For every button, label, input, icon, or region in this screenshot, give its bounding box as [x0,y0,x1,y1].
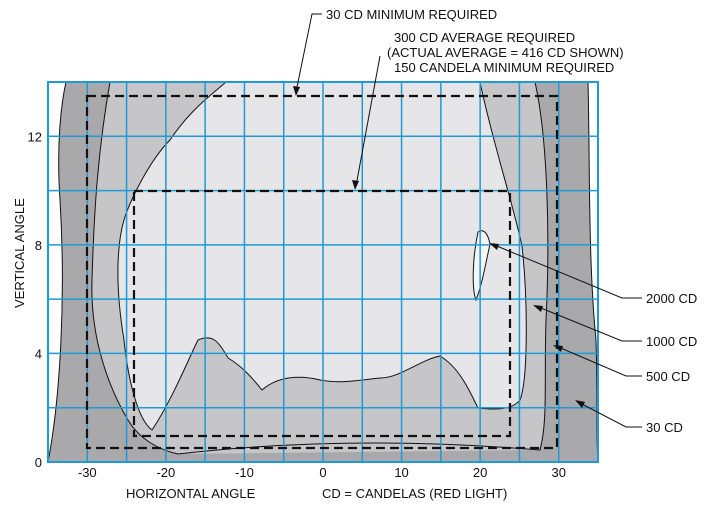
label-30cd: 30 CD [646,420,683,435]
contour-lines [47,81,599,463]
label-2000cd: 2000 CD [646,291,697,306]
x-tick-label: -20 [156,465,175,480]
callout-leader-30min [295,13,322,93]
top-callouts [295,13,381,187]
y-tick-labels: 0 4 8 12 [28,129,42,470]
arrowhead-30cd [575,400,585,408]
callout-30cd-minimum: 30 CD MINIMUM REQUIRED [326,7,497,22]
y-tick-label: 0 [35,455,42,470]
x-tick-label: 20 [473,465,487,480]
callout-actual-average: (ACTUAL AVERAGE = 416 CD SHOWN) [387,45,624,60]
contour-leaders [491,243,642,428]
arrowhead-30min [293,86,300,96]
y-tick-label: 12 [28,129,42,144]
x-tick-labels: -30 -20 -10 0 10 20 30 [78,465,566,480]
zone-1000cd [117,82,527,430]
leader-2000cd [491,243,642,299]
arrowhead-500cd [553,345,563,352]
arrowhead-300avg [352,180,359,190]
contour-500cd-line [91,81,549,455]
label-1000cd: 1000 CD [646,334,697,349]
contour-2000cd-line [472,230,491,302]
x-tick-label: -10 [235,465,254,480]
leader-30cd [577,401,642,428]
leader-500cd [555,345,642,377]
x-tick-label: 0 [319,465,326,480]
callout-300cd-average: 300 CD AVERAGE REQUIRED [394,30,575,45]
contour-1000cd-line [117,81,527,431]
x-tick-label: -30 [78,465,97,480]
callout-leader-300avg [355,55,381,187]
region-30cd-minimum [85,94,559,450]
arrowhead-2000cd [489,243,499,250]
y-tick-label: 8 [35,238,42,253]
x-tick-label: 30 [551,465,565,480]
x-tick-label: 10 [394,465,408,480]
region-150cd-minimum [132,189,512,438]
y-axis-label: VERTICAL ANGLE [12,198,27,308]
x-axis-label: HORIZONTAL ANGLE [126,486,256,501]
units-note: CD = CANDELAS (RED LIGHT) [322,486,507,501]
y-tick-label: 4 [35,346,42,361]
label-500cd: 500 CD [646,369,690,384]
zone-2000cd [473,230,490,300]
leader-1000cd [535,305,642,342]
arrowhead-1000cd [533,305,543,312]
callout-150cd-minimum: 150 CANDELA MINIMUM REQUIRED [394,60,614,75]
